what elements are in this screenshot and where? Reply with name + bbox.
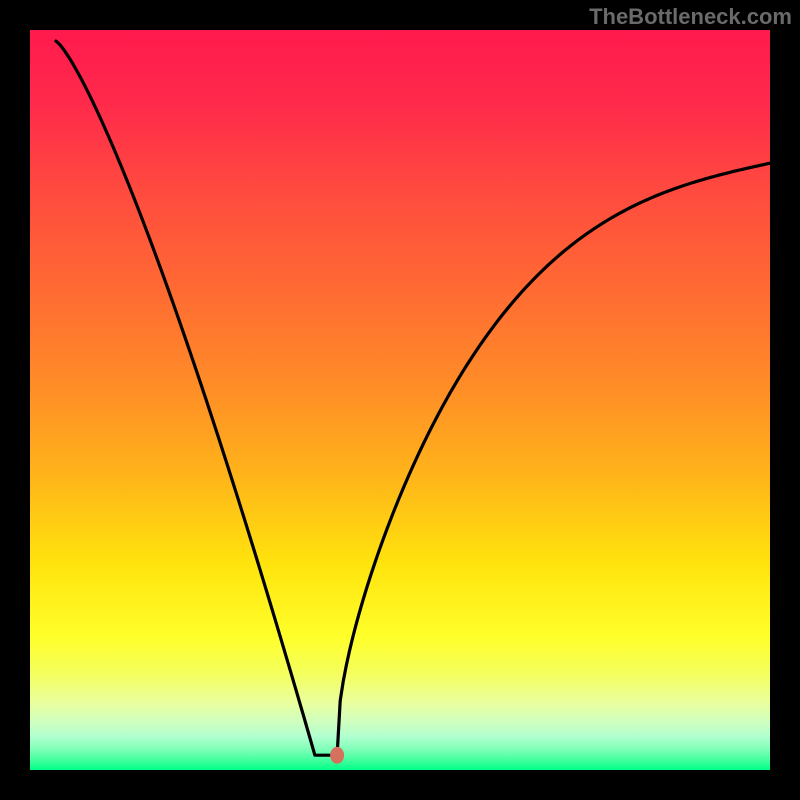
chart-container: TheBottleneck.com xyxy=(0,0,800,800)
minimum-marker xyxy=(330,747,344,764)
bottleneck-chart xyxy=(0,0,800,800)
gradient-background xyxy=(30,30,770,770)
